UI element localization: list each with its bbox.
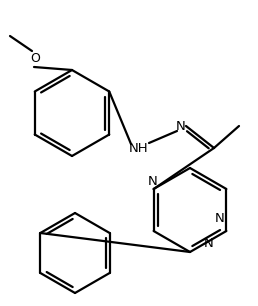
Text: O: O [30, 51, 40, 65]
Text: N: N [204, 237, 214, 249]
Text: N: N [148, 174, 158, 188]
Text: N: N [215, 211, 225, 225]
Text: NH: NH [129, 141, 149, 155]
Text: N: N [176, 120, 186, 132]
